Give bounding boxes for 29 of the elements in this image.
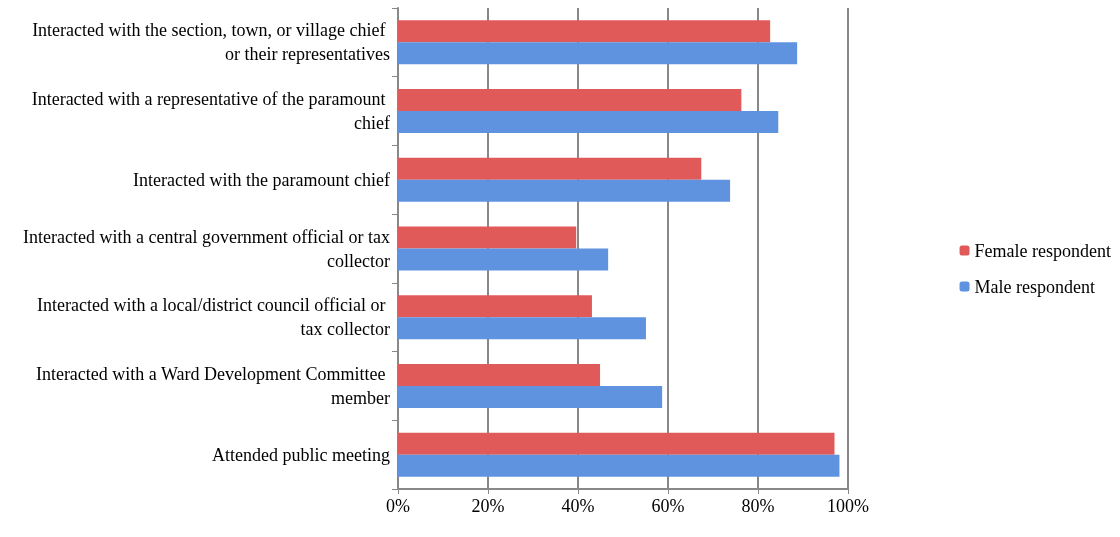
bar (398, 454, 840, 477)
x-tick-label: 100% (827, 496, 869, 516)
bar (398, 432, 835, 455)
x-tick-label: 40% (561, 496, 595, 516)
legend-label: Male respondent (974, 276, 1096, 297)
bar (398, 248, 609, 271)
bar (398, 111, 779, 134)
bar (398, 295, 592, 318)
bar (398, 20, 771, 43)
y-tick-label: Interacted with the section, town, or village chief or their representatives (32, 20, 390, 65)
y-tick-label: Interacted with the paramount chief (133, 169, 390, 190)
y-tick-label: Interacted with a Ward Development Committee member (35, 363, 390, 408)
legend-label: Female respondent (974, 240, 1112, 261)
x-tick-label: 20% (471, 496, 505, 516)
bar (398, 363, 601, 386)
bar (398, 385, 663, 408)
bar (398, 42, 798, 65)
x-tick-label: 0% (386, 496, 410, 516)
bar (398, 226, 577, 249)
bar (398, 179, 731, 202)
bar (398, 89, 742, 112)
y-tick-label: Attended public meeting (212, 444, 390, 465)
y-tick-label: Interacted with a representative of the paramount chief (31, 89, 390, 134)
x-tick-label: 60% (651, 496, 685, 516)
y-tick-label: Interacted with a central government official or tax collector (22, 226, 390, 271)
bar (398, 317, 646, 340)
bar (398, 157, 702, 180)
y-tick-label: Interacted with a local/district council official or tax collector (36, 295, 390, 340)
x-tick-label: 80% (741, 496, 775, 516)
